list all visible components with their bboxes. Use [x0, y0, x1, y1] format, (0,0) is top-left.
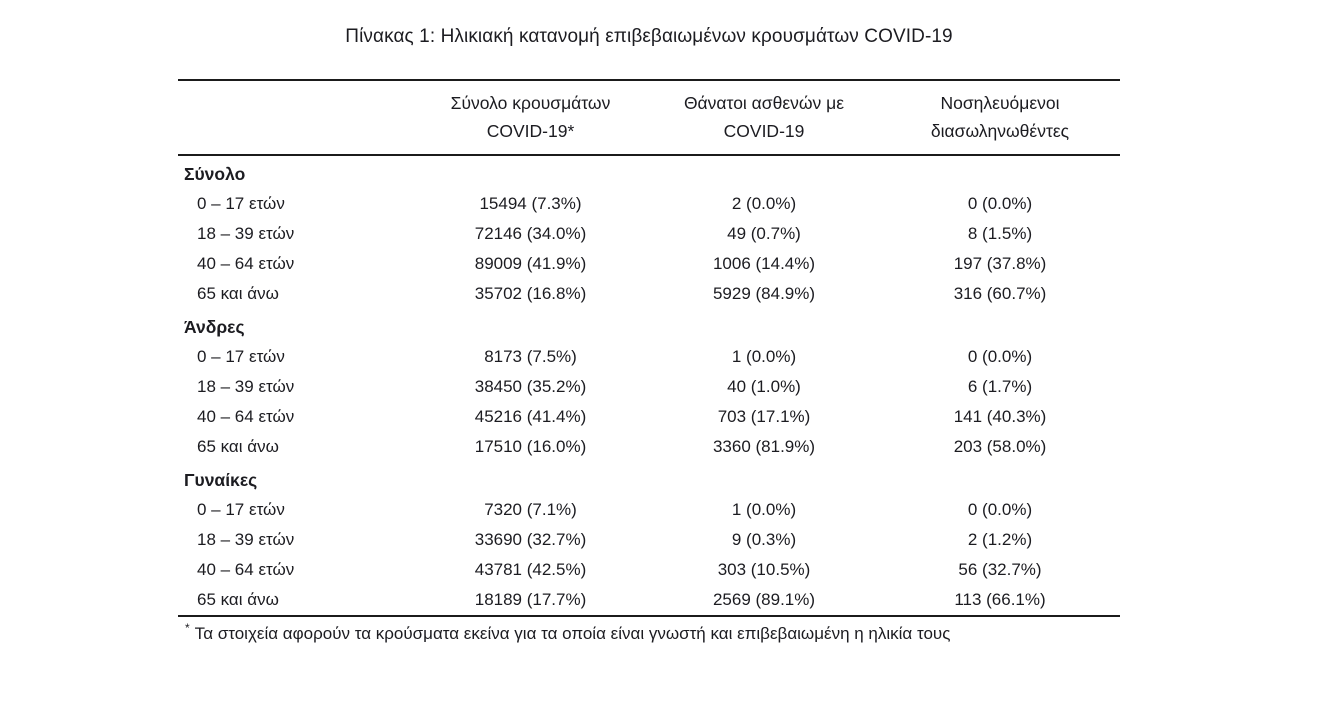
deaths-value: 5929 (84.9%): [712, 284, 816, 303]
deaths-value: 1 (0.0%): [731, 500, 797, 519]
intubated-value: 6 (1.7%): [967, 377, 1033, 396]
intubated-value: 2 (1.2%): [967, 530, 1033, 549]
deaths-value: 2 (0.0%): [731, 194, 797, 213]
age-label: 40 – 64 ετών: [197, 560, 295, 579]
deaths-value: 303 (10.5%): [717, 560, 811, 579]
intubated-value: 0 (0.0%): [967, 194, 1033, 213]
age-label: 65 και άνω: [197, 437, 279, 456]
column-header-cases-line1: Σύνολο κρουσμάτων: [450, 93, 611, 113]
cases-value: 17510 (16.0%): [474, 437, 587, 456]
table-footnote: * Τα στοιχεία αφορούν τα κρούσματα εκείνα…: [178, 621, 1145, 647]
age-label: 65 και άνω: [197, 284, 279, 303]
footnote-marker: *: [185, 621, 190, 636]
section-row-women: Γυναίκες: [178, 462, 1120, 495]
deaths-value: 3360 (81.9%): [712, 437, 816, 456]
cases-value: 33690 (32.7%): [474, 530, 587, 549]
table-row: 0 – 17 ετών 7320 (7.1%) 1 (0.0%) 0 (0.0%…: [178, 495, 1120, 525]
section-row-men: Άνδρες: [178, 309, 1120, 342]
intubated-value: 0 (0.0%): [967, 347, 1033, 366]
intubated-value: 0 (0.0%): [967, 500, 1033, 519]
deaths-value: 1006 (14.4%): [712, 254, 816, 273]
intubated-value: 56 (32.7%): [958, 560, 1042, 579]
deaths-value: 40 (1.0%): [727, 377, 801, 396]
intubated-value: 203 (58.0%): [953, 437, 1047, 456]
column-header-cases-line2: COVID-19*: [486, 121, 575, 141]
age-label: 40 – 64 ετών: [197, 407, 295, 426]
intubated-value: 113 (66.1%): [954, 590, 1046, 609]
cases-value: 18189 (17.7%): [474, 590, 587, 609]
cases-value: 45216 (41.4%): [474, 407, 587, 426]
column-header-cases: Σύνολο κρουσμάτων COVID-19*: [413, 89, 648, 145]
column-header-deaths-line1: Θάνατοι ασθενών με: [683, 93, 845, 113]
intubated-value: 141 (40.3%): [953, 407, 1047, 426]
table-row: 18 – 39 ετών 72146 (34.0%) 49 (0.7%) 8 (…: [178, 219, 1120, 249]
cases-value: 8173 (7.5%): [484, 347, 577, 366]
age-label: 0 – 17 ετών: [197, 347, 285, 366]
cases-value: 35702 (16.8%): [474, 284, 587, 303]
footnote-text: Τα στοιχεία αφορούν τα κρούσματα εκείνα …: [194, 624, 951, 643]
deaths-value: 49 (0.7%): [727, 224, 801, 243]
table-header-row: Σύνολο κρουσμάτων COVID-19* Θάνατοι ασθε…: [178, 81, 1120, 156]
cases-value: 72146 (34.0%): [474, 224, 587, 243]
table-row: 65 και άνω 18189 (17.7%) 2569 (89.1%) 11…: [178, 585, 1120, 615]
age-label: 65 και άνω: [197, 590, 279, 609]
covid-age-table: Σύνολο κρουσμάτων COVID-19* Θάνατοι ασθε…: [178, 79, 1120, 617]
column-header-deaths: Θάνατοι ασθενών με COVID-19: [648, 89, 880, 145]
intubated-value: 316 (60.7%): [953, 284, 1047, 303]
section-row-total: Σύνολο: [178, 156, 1120, 189]
column-header-empty: [178, 89, 413, 145]
section-label-men: Άνδρες: [184, 317, 245, 337]
table-row: 0 – 17 ετών 8173 (7.5%) 1 (0.0%) 0 (0.0%…: [178, 342, 1120, 372]
cases-value: 89009 (41.9%): [474, 254, 587, 273]
section-label-women: Γυναίκες: [184, 470, 258, 490]
age-label: 18 – 39 ετών: [197, 530, 295, 549]
age-label: 0 – 17 ετών: [197, 194, 285, 213]
deaths-value: 2569 (89.1%): [712, 590, 816, 609]
table-row: 0 – 17 ετών 15494 (7.3%) 2 (0.0%) 0 (0.0…: [178, 189, 1120, 219]
column-header-deaths-line2: COVID-19: [723, 121, 805, 141]
table-row: 18 – 39 ετών 38450 (35.2%) 40 (1.0%) 6 (…: [178, 372, 1120, 402]
column-header-intubated-line1: Νοσηλευόμενοι: [940, 93, 1060, 113]
table-title: Πίνακας 1: Ηλικιακή κατανομή επιβεβαιωμέ…: [345, 26, 953, 47]
table-row: 40 – 64 ετών 43781 (42.5%) 303 (10.5%) 5…: [178, 555, 1120, 585]
cases-value: 15494 (7.3%): [479, 194, 582, 213]
intubated-value: 8 (1.5%): [967, 224, 1033, 243]
table-row: 18 – 39 ετών 33690 (32.7%) 9 (0.3%) 2 (1…: [178, 525, 1120, 555]
deaths-value: 703 (17.1%): [717, 407, 811, 426]
deaths-value: 1 (0.0%): [731, 347, 797, 366]
column-header-intubated-line2: διασωληνωθέντες: [930, 121, 1070, 141]
age-label: 0 – 17 ετών: [197, 500, 285, 519]
column-header-intubated: Νοσηλευόμενοι διασωληνωθέντες: [880, 89, 1120, 145]
intubated-value: 197 (37.8%): [953, 254, 1047, 273]
age-label: 18 – 39 ετών: [197, 377, 295, 396]
table-row: 65 και άνω 17510 (16.0%) 3360 (81.9%) 20…: [178, 432, 1120, 462]
table-row: 40 – 64 ετών 89009 (41.9%) 1006 (14.4%) …: [178, 249, 1120, 279]
cases-value: 43781 (42.5%): [474, 560, 587, 579]
cases-value: 38450 (35.2%): [474, 377, 587, 396]
cases-value: 7320 (7.1%): [484, 500, 577, 519]
deaths-value: 9 (0.3%): [731, 530, 797, 549]
table-row: 65 και άνω 35702 (16.8%) 5929 (84.9%) 31…: [178, 279, 1120, 309]
table-row: 40 – 64 ετών 45216 (41.4%) 703 (17.1%) 1…: [178, 402, 1120, 432]
age-label: 18 – 39 ετών: [197, 224, 295, 243]
section-label-total: Σύνολο: [184, 164, 246, 184]
age-label: 40 – 64 ετών: [197, 254, 295, 273]
